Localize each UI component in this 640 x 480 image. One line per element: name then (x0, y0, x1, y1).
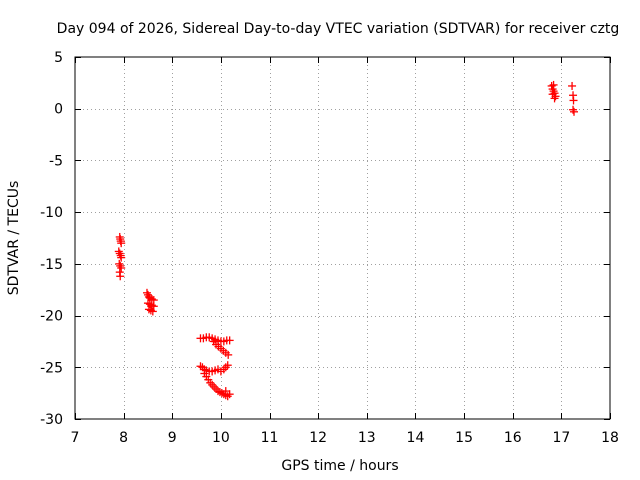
y-tick-label: -20 (40, 309, 63, 325)
grid (75, 57, 610, 419)
y-tick-label: -30 (40, 412, 63, 428)
data-point (224, 350, 233, 359)
data-point (569, 105, 578, 114)
y-tick-label: -25 (40, 360, 63, 376)
y-tick-label: -15 (40, 257, 63, 273)
data-point (115, 259, 124, 268)
x-tick-label: 10 (212, 430, 230, 446)
chart-title: Day 094 of 2026, Sidereal Day-to-day VTE… (57, 21, 620, 37)
data-point (550, 94, 559, 103)
x-tick-label: 9 (168, 430, 177, 446)
plot-frame (74, 56, 611, 420)
data-point (145, 300, 154, 309)
y-tick-label: -5 (49, 153, 63, 169)
axis-ticks (75, 57, 611, 420)
data-point (223, 361, 232, 370)
data-point (568, 81, 577, 90)
x-tick-label: 15 (455, 430, 473, 446)
data-point (210, 382, 219, 391)
x-tick-label: 17 (552, 430, 570, 446)
x-tick-label: 13 (358, 430, 376, 446)
data-point (117, 253, 126, 262)
data-point (208, 380, 217, 389)
y-axis-label: SDTVAR / TECUs (6, 181, 22, 296)
y-tick-label: -10 (40, 205, 63, 221)
y-tick-label: 5 (54, 50, 63, 66)
data-point (549, 80, 558, 89)
data-point (570, 107, 579, 116)
data-point (548, 90, 557, 99)
x-tick-label: 14 (407, 430, 425, 446)
data-point (221, 387, 230, 396)
data-point (115, 249, 124, 258)
data-point (117, 263, 126, 272)
data-point (117, 239, 126, 248)
data-point (569, 96, 578, 105)
y-tick-label: 0 (54, 102, 63, 118)
x-tick-label: 16 (504, 430, 522, 446)
x-tick-label: 7 (71, 430, 80, 446)
data-point (147, 301, 156, 310)
data-point (116, 272, 125, 281)
y-tick-labels: 5 0 -5 -10 -15 -20 -25 -30 (40, 50, 63, 428)
data-point (146, 306, 155, 315)
data-points (114, 80, 579, 401)
x-tick-label: 18 (601, 430, 619, 446)
x-tick-label: 11 (261, 430, 279, 446)
x-axis-label: GPS time / hours (281, 458, 398, 474)
data-point (149, 302, 158, 311)
data-point (225, 336, 234, 345)
x-tick-label: 8 (119, 430, 128, 446)
data-point (221, 363, 230, 372)
x-tick-labels: 7 8 9 10 11 12 13 14 15 16 17 18 (71, 430, 619, 446)
x-tick-label: 12 (309, 430, 327, 446)
data-point (148, 307, 157, 316)
